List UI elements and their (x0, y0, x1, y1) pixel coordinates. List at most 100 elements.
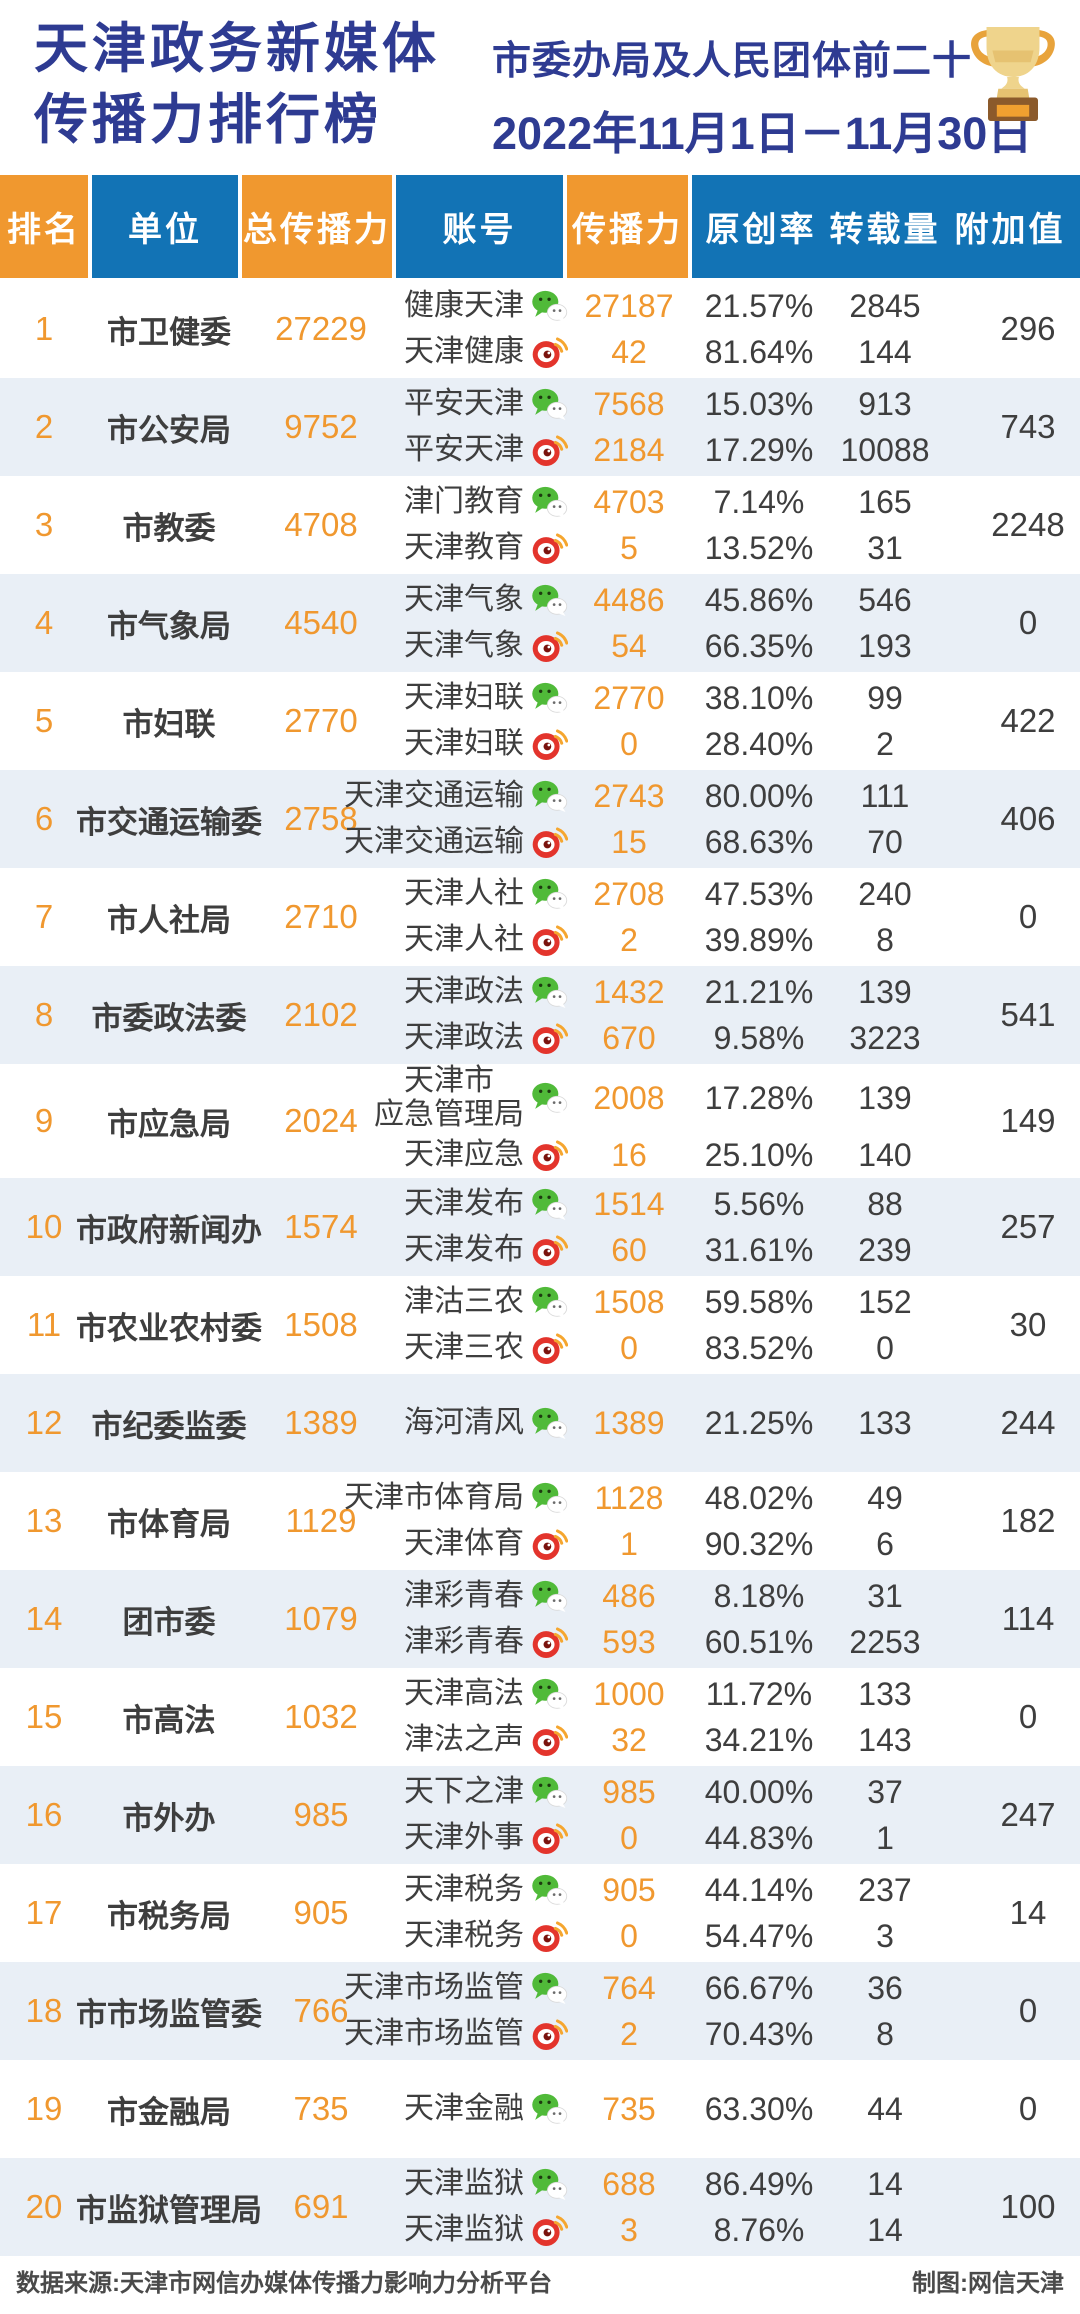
account-power-value: 1389 (593, 1404, 665, 1441)
total-power-value: 27229 (275, 310, 367, 347)
unit-name: 市金融局 (107, 2094, 231, 2130)
account-repost-volume: 239 (858, 1231, 912, 1268)
total-power-value: 2024 (284, 1102, 358, 1140)
account-original-rate: 15.03% (704, 385, 814, 422)
total-power-value: 4708 (284, 506, 358, 543)
account-name: 天津人社 (404, 876, 524, 910)
account-name-cell: 天津外事 (392, 1815, 570, 1861)
extra-value: 149 (1000, 1102, 1056, 1140)
accounts-group: 海河清风 1389 21.25% 133 (392, 1400, 940, 1446)
account-original-rate: 66.67% (704, 1969, 814, 2006)
account-original-rate: 90.32% (704, 1525, 814, 1562)
table-row: 19 市金融局 735 天津金融 735 63.30% 44 0 (0, 2060, 1080, 2159)
account-original-rate: 25.10% (704, 1136, 814, 1173)
account-name-cell: 天津三农 (392, 1325, 570, 1371)
account-original-rate: 28.40% (704, 725, 814, 762)
account-name: 天津监狱 (404, 2167, 524, 2201)
account-name: 天津教育 (404, 530, 524, 564)
wechat-icon (531, 1081, 568, 1115)
account-power-value: 735 (602, 2090, 656, 2127)
account-original-rate: 9.58% (713, 1019, 805, 1056)
account-repost-volume: 10088 (840, 431, 930, 468)
accounts-group: 健康天津 27187 21.57% 2845 天津健康 42 81.64% 144 (392, 283, 940, 375)
account-power-value: 593 (602, 1623, 656, 1660)
weibo-icon (531, 727, 568, 761)
unit-name: 市监狱管理局 (76, 2192, 262, 2228)
account-power-value: 486 (602, 1577, 656, 1614)
account-name: 天津市场监管 (344, 1971, 524, 2005)
account-name-cell: 天津交通运输 (344, 773, 570, 819)
account-repost-volume: 44 (867, 2090, 903, 2127)
account-repost-volume: 139 (858, 1079, 912, 1116)
account-name: 天津市体育局 (344, 1481, 524, 1515)
total-power-value: 1032 (284, 1698, 358, 1736)
col-header-total-power: 总传播力 (242, 175, 392, 278)
total-power-value: 2758 (284, 800, 358, 837)
account-power-value: 15 (611, 823, 647, 860)
account-repost-volume: 144 (858, 333, 912, 370)
account-repost-volume: 0 (876, 1329, 894, 1366)
col-header-right-group: 原创率 转载量 附加值 (692, 175, 1080, 278)
extra-value: 0 (1018, 604, 1038, 641)
account-name: 天津体育 (404, 1527, 524, 1561)
account-original-rate: 45.86% (704, 581, 814, 618)
account-power-value: 0 (620, 1329, 638, 1366)
total-power-value: 735 (293, 2090, 349, 2128)
total-power-value: 1389 (284, 1404, 358, 1442)
account-original-rate: 40.00% (704, 1773, 814, 1810)
account-original-rate: 39.89% (704, 921, 814, 958)
account-repost-volume: 37 (867, 1773, 903, 1810)
account-repost-volume: 14 (867, 2211, 903, 2248)
account-name-cell: 津门教育 (392, 479, 570, 525)
col-header-account: 账号 (396, 175, 563, 278)
account-name: 天津发布 (404, 1233, 524, 1267)
account-name: 天津应急 (404, 1138, 524, 1172)
account-repost-volume: 99 (867, 679, 903, 716)
account-power-value: 0 (620, 725, 638, 762)
account-original-rate: 63.30% (704, 2090, 814, 2127)
weibo-icon (531, 2017, 568, 2051)
account-repost-volume: 240 (858, 875, 912, 912)
table-row: 12 市纪委监委 1389 海河清风 1389 21.25% 133 244 (0, 1374, 1080, 1473)
account-power-value: 688 (602, 2165, 656, 2202)
rank-value: 5 (34, 702, 54, 739)
account-power-value: 2743 (593, 777, 665, 814)
account-original-rate: 31.61% (704, 1231, 814, 1268)
accounts-group: 天津气象 4486 45.86% 546 天津气象 54 66.35% 193 (392, 577, 940, 669)
account-name: 天津政法 (404, 974, 524, 1008)
account-name: 天津交通运输 (344, 824, 524, 858)
unit-name: 市交通运输委 (76, 804, 262, 840)
accounts-group: 平安天津 7568 15.03% 913 平安天津 2184 17.29% 10088 (392, 381, 940, 473)
accounts-group: 天津税务 905 44.14% 237 天津税务 0 54.47% 3 (392, 1867, 940, 1959)
table-row: 7 市人社局 2710 天津人社 2708 47.53% 240 天津人社 2 39.8… (0, 868, 1080, 966)
account-name-cell: 天津气象 (392, 577, 570, 623)
table-row: 18 市市场监管委 766 天津市场监管 764 66.67% 36 天津市场监管 2… (0, 1962, 1080, 2061)
account-name-cell: 天下之津 (392, 1769, 570, 1815)
account-repost-volume: 88 (867, 1185, 903, 1222)
account-power-value: 985 (602, 1773, 656, 1810)
account-name: 天津税务 (404, 1873, 524, 1907)
account-original-rate: 44.14% (704, 1871, 814, 1908)
rank-value: 1 (34, 310, 54, 347)
account-power-value: 2 (620, 921, 638, 958)
account-name-cell: 津法之声 (392, 1717, 570, 1763)
weibo-icon (531, 1723, 568, 1757)
extra-value: 0 (1018, 2090, 1038, 2128)
rank-value: 15 (25, 1698, 63, 1736)
account-name-cell: 平安天津 (392, 381, 570, 427)
extra-value: 114 (1001, 1600, 1055, 1638)
table-row: 8 市委政法委 2102 天津政法 1432 21.21% 139 天津政法 670 9… (0, 966, 1080, 1064)
account-name: 天津气象 (404, 628, 524, 662)
unit-name: 市人社局 (107, 902, 231, 938)
account-repost-volume: 3223 (849, 1019, 921, 1056)
table-row: 3 市教委 4708 津门教育 4703 7.14% 165 天津教育 5 13.52%… (0, 476, 1080, 574)
table-row: 15 市高法 1032 天津高法 1000 11.72% 133 津法之声 32 34.… (0, 1668, 1080, 1767)
account-name-cell: 天津税务 (392, 1913, 570, 1959)
trophy-icon (968, 24, 1058, 124)
account-power-value: 42 (611, 333, 647, 370)
unit-name: 市教委 (122, 510, 216, 546)
rank-value: 16 (25, 1796, 63, 1834)
rank-value: 3 (34, 506, 54, 543)
rank-value: 19 (25, 2090, 63, 2128)
total-power-value: 1079 (284, 1600, 358, 1638)
